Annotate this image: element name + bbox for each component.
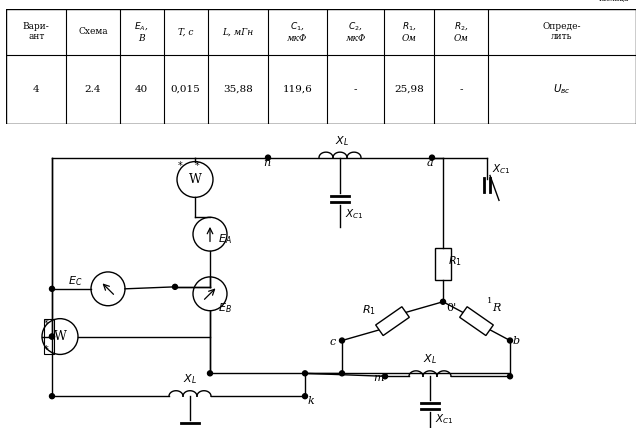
Circle shape	[340, 371, 345, 376]
Text: k: k	[308, 396, 315, 406]
Text: 4: 4	[33, 85, 40, 94]
Circle shape	[302, 394, 308, 398]
Text: W: W	[53, 330, 66, 343]
Text: $E_B$: $E_B$	[218, 301, 232, 315]
Text: m: m	[373, 373, 383, 383]
Text: 1: 1	[487, 297, 492, 305]
Bar	[435, 248, 451, 280]
Text: $R_1$: $R_1$	[448, 254, 462, 268]
Text: c: c	[330, 338, 336, 348]
Text: *: *	[178, 160, 182, 171]
Circle shape	[49, 286, 55, 291]
Text: -: -	[354, 85, 358, 94]
Circle shape	[507, 374, 512, 379]
Text: $X_L$: $X_L$	[183, 372, 197, 386]
Text: $E_A$,
B: $E_A$, B	[134, 21, 149, 43]
Text: R: R	[492, 303, 501, 313]
Text: $X_{C1}$: $X_{C1}$	[492, 163, 510, 176]
Bar	[44, 319, 54, 354]
Text: $X_L$: $X_L$	[335, 135, 349, 149]
Text: Схема: Схема	[78, 27, 108, 36]
Circle shape	[49, 334, 55, 339]
Text: $X_{C1}$: $X_{C1}$	[435, 412, 454, 426]
Text: 0': 0'	[446, 303, 456, 313]
Text: $R_1$: $R_1$	[363, 303, 376, 317]
Text: 2.4: 2.4	[85, 85, 101, 94]
Text: Опреде-
лить: Опреде- лить	[542, 22, 581, 42]
Text: 119,6: 119,6	[282, 85, 312, 94]
Text: -: -	[459, 85, 463, 94]
Text: 0,015: 0,015	[171, 85, 200, 94]
Text: *: *	[44, 345, 48, 356]
Text: $E_C$: $E_C$	[68, 274, 82, 288]
Text: T, c: T, c	[178, 27, 193, 36]
Text: $E_A$: $E_A$	[218, 232, 232, 246]
Text: *: *	[44, 318, 48, 329]
Circle shape	[429, 155, 435, 160]
Text: $U_{вс}$: $U_{вс}$	[553, 83, 571, 96]
Circle shape	[49, 334, 55, 339]
Text: $X_L$: $X_L$	[423, 352, 437, 366]
Text: $C_2$,
мкФ: $C_2$, мкФ	[345, 21, 366, 43]
Text: $R_1$,
Ом: $R_1$, Ом	[402, 21, 417, 43]
Circle shape	[49, 394, 55, 398]
Text: Вари-
ант: Вари- ант	[23, 22, 49, 42]
Circle shape	[266, 155, 270, 160]
Text: Таблица: Таблица	[598, 0, 629, 3]
Text: 35,88: 35,88	[223, 85, 252, 94]
Circle shape	[383, 374, 388, 379]
Circle shape	[340, 338, 345, 343]
Text: *: *	[195, 160, 200, 171]
Text: $X_{C1}$: $X_{C1}$	[345, 207, 363, 221]
Text: $C_1$,
мкФ: $C_1$, мкФ	[287, 21, 308, 43]
Circle shape	[302, 371, 308, 376]
Circle shape	[440, 299, 446, 304]
Text: L, мГн: L, мГн	[222, 27, 253, 36]
Text: b: b	[513, 336, 520, 345]
Text: 40: 40	[135, 85, 148, 94]
Circle shape	[173, 284, 177, 289]
Circle shape	[507, 338, 512, 343]
Text: 25,98: 25,98	[394, 85, 424, 94]
Text: W: W	[189, 173, 202, 186]
Text: $R_2$,
Ом: $R_2$, Ом	[453, 21, 469, 43]
Circle shape	[207, 371, 213, 376]
Text: a: a	[427, 158, 433, 168]
Text: n: n	[263, 158, 270, 168]
